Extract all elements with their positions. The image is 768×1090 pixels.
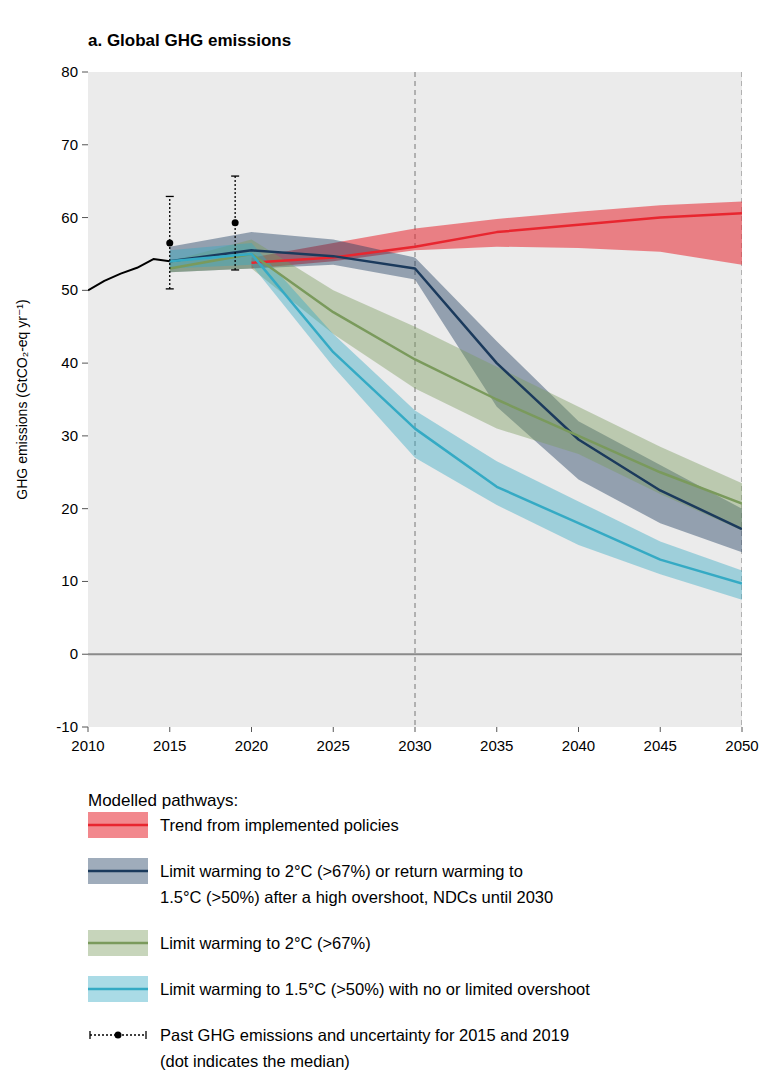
y-tick-label: 0 xyxy=(70,645,78,662)
y-tick-label: 60 xyxy=(61,209,78,226)
reference-line xyxy=(742,72,743,727)
legend-errorbar-cap xyxy=(89,1031,90,1039)
error-bar-cap xyxy=(231,269,239,270)
legend-label: Limit warming to 1.5°C (>50%) with no or… xyxy=(160,980,590,998)
error-bar-cap xyxy=(166,288,174,289)
legend-entry: Past GHG emissions and uncertainty for 2… xyxy=(90,1026,569,1070)
legend-entry: Limit warming to 1.5°C (>50%) with no or… xyxy=(88,976,590,1002)
x-tick xyxy=(496,727,497,732)
y-tick-label: 40 xyxy=(61,354,78,371)
legend-text-line: Past GHG emissions and uncertainty for 2… xyxy=(160,1026,569,1044)
reference-line xyxy=(415,72,416,727)
band xyxy=(170,232,742,552)
legend-label: Trend from implemented policies xyxy=(160,816,399,834)
series-line xyxy=(170,254,742,504)
x-tick-label: 2045 xyxy=(644,737,677,754)
x-tick xyxy=(660,727,661,732)
x-tick-label: 2035 xyxy=(480,737,513,754)
x-tick-label: 2050 xyxy=(725,737,758,754)
y-tick xyxy=(82,581,88,582)
title: a. Global GHG emissions xyxy=(88,31,291,50)
legend-title: Modelled pathways: xyxy=(88,791,238,810)
error-bar xyxy=(231,176,239,270)
y-tick xyxy=(82,363,88,364)
x-tick xyxy=(742,727,743,732)
legend-label: Limit warming to 2°C (>67%) xyxy=(160,934,371,952)
legend-swatch-line xyxy=(88,988,148,991)
plot-background xyxy=(88,72,742,727)
y-tick xyxy=(82,290,88,291)
legend-text-line: Limit warming to 1.5°C (>50%) with no or… xyxy=(160,980,590,998)
legend-text-line: (dot indicates the median) xyxy=(160,1052,350,1070)
x-tick-label: 2010 xyxy=(71,737,104,754)
y-tick xyxy=(82,72,88,73)
legend-text-line: 1.5°C (>50%) after a high overshoot, NDC… xyxy=(160,888,553,906)
error-bar-median xyxy=(232,219,239,226)
x-tick-label: 2040 xyxy=(562,737,595,754)
band xyxy=(170,243,742,600)
y-tick-label: 70 xyxy=(61,136,78,153)
legend-entry: Limit warming to 2°C (>67%) xyxy=(88,930,371,956)
x-tick xyxy=(251,727,252,732)
y-tick xyxy=(82,654,88,655)
y-tick xyxy=(82,217,88,218)
y-tick xyxy=(82,435,88,436)
error-bar-median xyxy=(166,240,173,247)
legend-label: Past GHG emissions and uncertainty for 2… xyxy=(160,1026,569,1070)
legend-label: Limit warming to 2°C (>67%) or return wa… xyxy=(160,862,553,906)
x-tick xyxy=(333,727,334,732)
y-tick-label: 30 xyxy=(61,427,78,444)
legend-text-line: Limit warming to 2°C (>67%) xyxy=(160,934,371,952)
legend-entry: Trend from implemented policies xyxy=(88,812,399,838)
legend-swatch xyxy=(88,976,148,1002)
plot-area xyxy=(88,72,742,727)
series-line xyxy=(170,250,742,529)
legend-text-line: Trend from implemented policies xyxy=(160,816,399,834)
x-tick-label: 2015 xyxy=(153,737,186,754)
legend-swatch xyxy=(88,930,148,956)
band xyxy=(252,202,743,269)
y-tick-label: 20 xyxy=(61,500,78,517)
band xyxy=(170,239,742,530)
zero-line xyxy=(88,653,742,655)
legend-errorbar-dot xyxy=(115,1032,122,1039)
x-tick xyxy=(169,727,170,732)
series-line xyxy=(170,254,742,584)
legend-swatch xyxy=(88,812,148,838)
y-axis-label: GHG emissions (GtCO₂-eq yr⁻¹) xyxy=(14,299,30,499)
y-tick xyxy=(82,144,88,145)
series-line xyxy=(88,259,170,290)
x-tick-label: 2020 xyxy=(235,737,268,754)
x-tick xyxy=(578,727,579,732)
legend-swatch xyxy=(88,858,148,884)
y-tick-label: 80 xyxy=(61,63,78,80)
legend-errorbar-cap xyxy=(145,1031,146,1039)
legend-swatch-line xyxy=(88,942,148,945)
error-bar-cap xyxy=(231,175,239,176)
x-tick xyxy=(415,727,416,732)
error-bar-cap xyxy=(166,196,174,197)
legend-swatch-line xyxy=(88,870,148,873)
y-tick-label: 10 xyxy=(61,572,78,589)
x-tick-label: 2025 xyxy=(317,737,350,754)
legend-entry: Limit warming to 2°C (>67%) or return wa… xyxy=(88,858,553,906)
legend-text-line: Limit warming to 2°C (>67%) or return wa… xyxy=(160,862,523,880)
y-tick xyxy=(82,508,88,509)
y-tick-label: -10 xyxy=(56,718,78,735)
chart: a. Global GHG emissions GHG emissions (Gt… xyxy=(0,0,768,1090)
x-tick-label: 2030 xyxy=(398,737,431,754)
y-tick-label: 50 xyxy=(61,281,78,298)
y-tick xyxy=(82,727,88,728)
error-bar xyxy=(166,196,174,288)
legend-swatch-line xyxy=(88,824,148,827)
x-tick xyxy=(88,727,89,732)
